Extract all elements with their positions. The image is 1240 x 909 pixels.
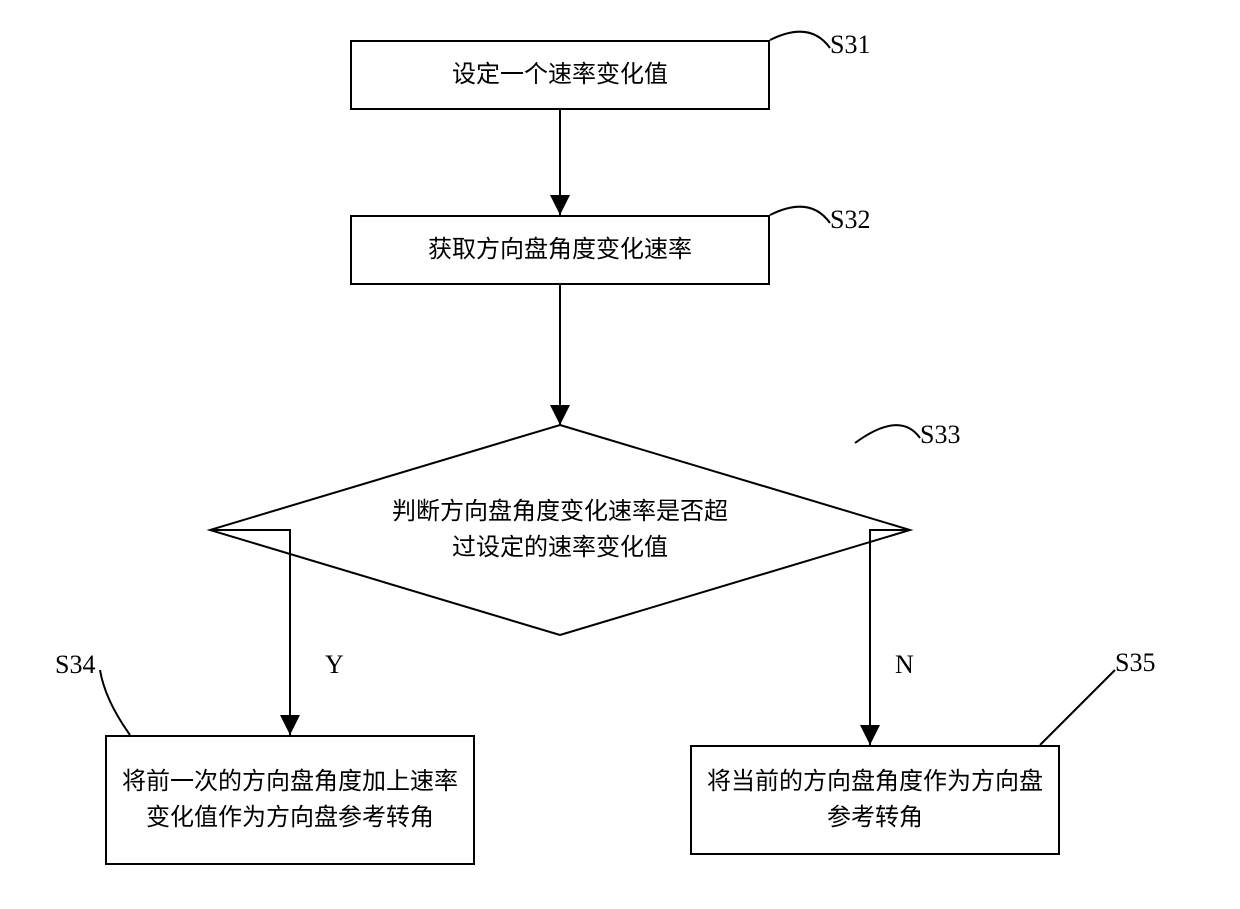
node-s34: 将前一次的方向盘角度加上速率变化值作为方向盘参考转角 xyxy=(105,735,475,865)
node-s33-text: 判断方向盘角度变化速率是否超过设定的速率变化值 xyxy=(385,494,735,566)
node-s31-text: 设定一个速率变化值 xyxy=(452,57,668,93)
step-label-s35: S35 xyxy=(1115,648,1155,678)
step-label-s34: S34 xyxy=(55,650,95,680)
callout-s33 xyxy=(855,425,920,443)
node-s32-text: 获取方向盘角度变化速率 xyxy=(428,232,692,268)
callout-s34 xyxy=(100,670,130,735)
node-s33-text-wrap: 判断方向盘角度变化速率是否超过设定的速率变化值 xyxy=(385,495,735,565)
node-s31: 设定一个速率变化值 xyxy=(350,40,770,110)
edge-s33-s34 xyxy=(210,530,290,735)
node-s32: 获取方向盘角度变化速率 xyxy=(350,215,770,285)
callout-s32 xyxy=(770,207,830,223)
callout-s31 xyxy=(770,32,830,48)
edge-s33-s35 xyxy=(870,530,910,745)
callout-s35 xyxy=(1040,670,1115,745)
node-s34-text: 将前一次的方向盘角度加上速率变化值作为方向盘参考转角 xyxy=(119,764,461,836)
flowchart-canvas: 设定一个速率变化值 获取方向盘角度变化速率 判断方向盘角度变化速率是否超过设定的… xyxy=(0,0,1240,909)
step-label-s33: S33 xyxy=(920,420,960,450)
node-s35-text: 将当前的方向盘角度作为方向盘参考转角 xyxy=(704,764,1046,836)
edge-label-yes: Y xyxy=(325,650,344,680)
step-label-s31: S31 xyxy=(830,30,870,60)
step-label-s32: S32 xyxy=(830,205,870,235)
edge-label-no: N xyxy=(895,650,914,680)
node-s35: 将当前的方向盘角度作为方向盘参考转角 xyxy=(690,745,1060,855)
